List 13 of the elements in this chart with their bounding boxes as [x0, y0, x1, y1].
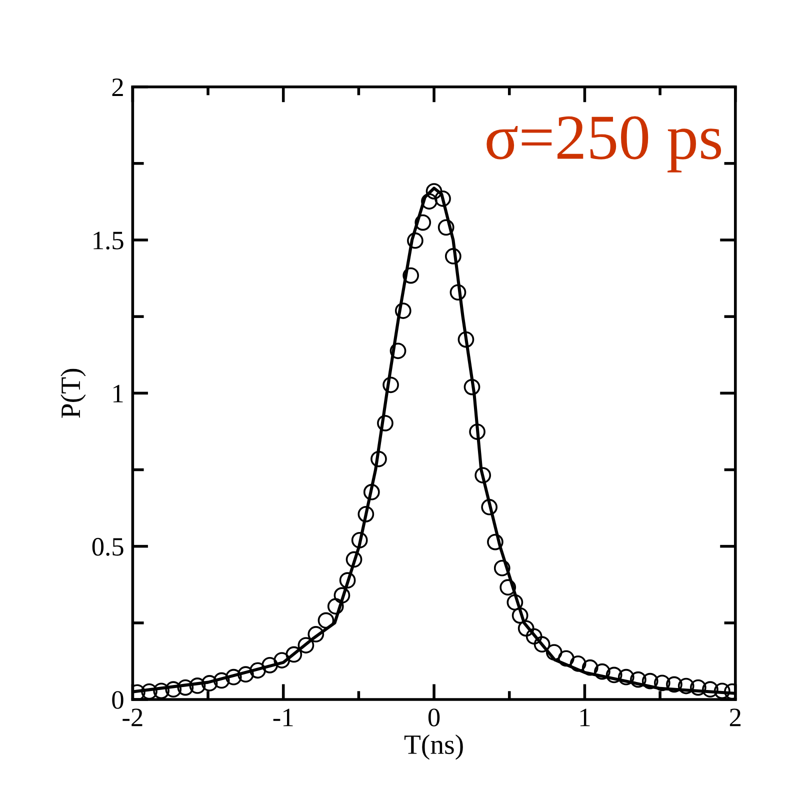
y-tick-label: 1.5 — [94, 232, 124, 250]
y-axis-title: P(T) — [60, 368, 86, 418]
x-tick-label: 2 — [730, 708, 741, 726]
y-tick-label: 0.5 — [92, 538, 124, 556]
x-tick-label: 1 — [580, 708, 590, 726]
y-tick-label: 2 — [112, 78, 123, 96]
x-tick-label: -1 — [273, 708, 293, 726]
x-tick-label: -2 — [122, 708, 142, 726]
y-tick-label: 1 — [113, 384, 123, 402]
annotation: σ=250 ps — [486, 116, 722, 172]
x-axis-title: T(ns) — [404, 734, 463, 760]
x-tick-label: 0 — [428, 708, 440, 726]
y-tick-label: 0 — [112, 691, 124, 709]
